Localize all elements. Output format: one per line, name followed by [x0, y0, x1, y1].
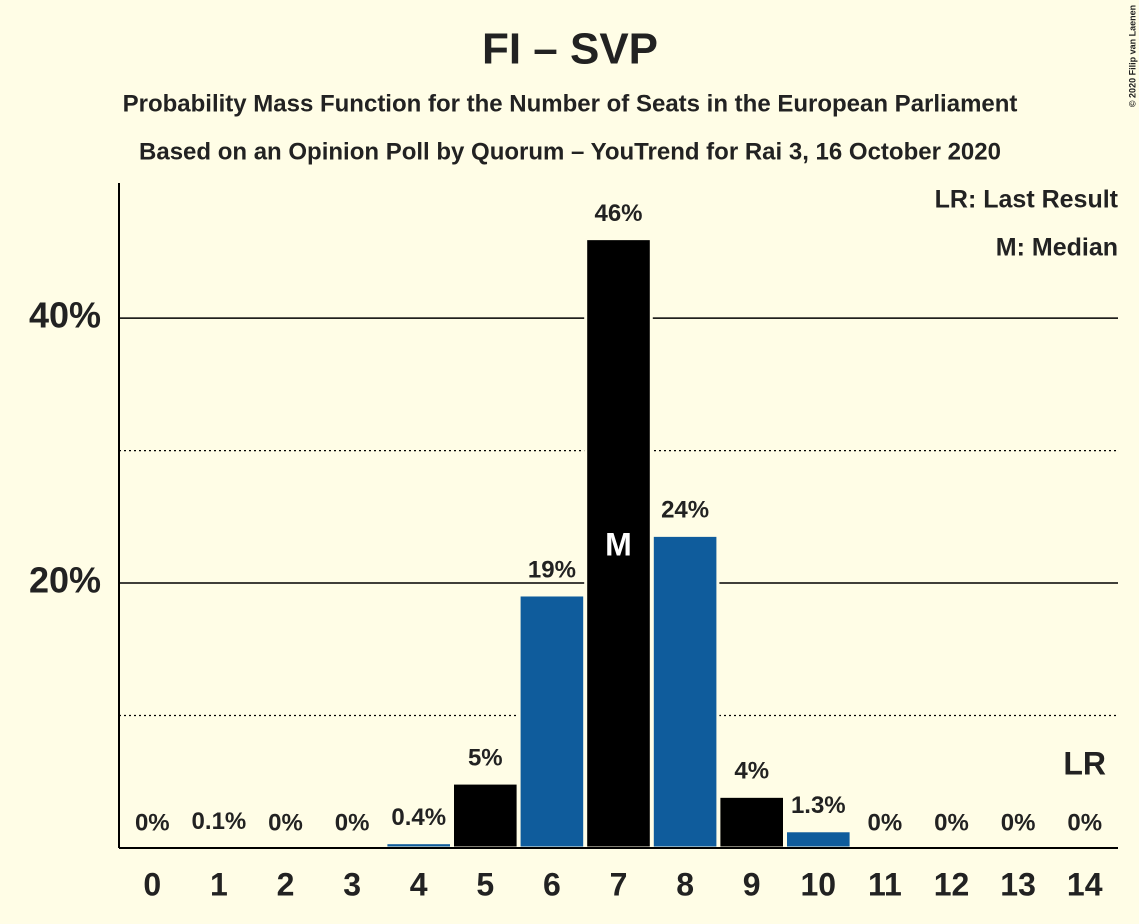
bar — [784, 829, 853, 850]
value-label: 19% — [528, 556, 576, 583]
x-tick-label: 5 — [476, 866, 494, 902]
x-tick-label: 14 — [1067, 866, 1103, 902]
value-label: 4% — [734, 758, 769, 785]
value-label: 0.4% — [391, 804, 446, 831]
value-label: 0% — [934, 809, 969, 836]
bar — [717, 794, 787, 850]
value-label: 0% — [868, 809, 903, 836]
value-label: 5% — [468, 744, 503, 771]
value-label: 0% — [268, 809, 303, 836]
value-label: 0% — [335, 809, 370, 836]
value-label: 0% — [1067, 809, 1102, 836]
chart-title: FI – SVP — [482, 25, 658, 74]
subtitle: Based on an Opinion Poll by Quorum – You… — [139, 138, 1001, 165]
legend-entry: M: Median — [996, 234, 1118, 262]
copyright: © 2020 Filip van Laenen — [1127, 5, 1137, 107]
bar — [451, 781, 520, 850]
x-tick-label: 4 — [410, 866, 428, 902]
x-tick-label: 0 — [143, 866, 161, 902]
x-tick-label: 8 — [676, 866, 694, 902]
x-tick-label: 1 — [210, 866, 228, 902]
x-tick-label: 7 — [610, 866, 628, 902]
value-label: 0% — [135, 809, 170, 836]
annotation: LR — [1063, 745, 1106, 781]
value-label: 0.1% — [192, 808, 247, 835]
x-tick-label: 3 — [343, 866, 361, 902]
x-tick-label: 6 — [543, 866, 561, 902]
x-tick-label: 9 — [743, 866, 761, 902]
x-tick-label: 12 — [934, 866, 970, 902]
x-tick-label: 10 — [801, 866, 837, 902]
y-tick-label: 40% — [29, 295, 101, 336]
value-label: 24% — [661, 497, 709, 524]
bar — [650, 533, 720, 850]
subtitle: Probability Mass Function for the Number… — [123, 90, 1018, 117]
y-tick-label: 20% — [29, 560, 101, 601]
bar — [517, 593, 587, 850]
value-label: 0% — [1001, 809, 1036, 836]
x-tick-label: 11 — [868, 866, 902, 902]
legend-entry: LR: Last Result — [935, 186, 1119, 214]
annotation: M — [605, 526, 632, 562]
x-tick-label: 13 — [1000, 866, 1036, 902]
value-label: 46% — [594, 200, 642, 227]
value-label: 1.3% — [791, 792, 846, 819]
x-tick-label: 2 — [277, 866, 295, 902]
